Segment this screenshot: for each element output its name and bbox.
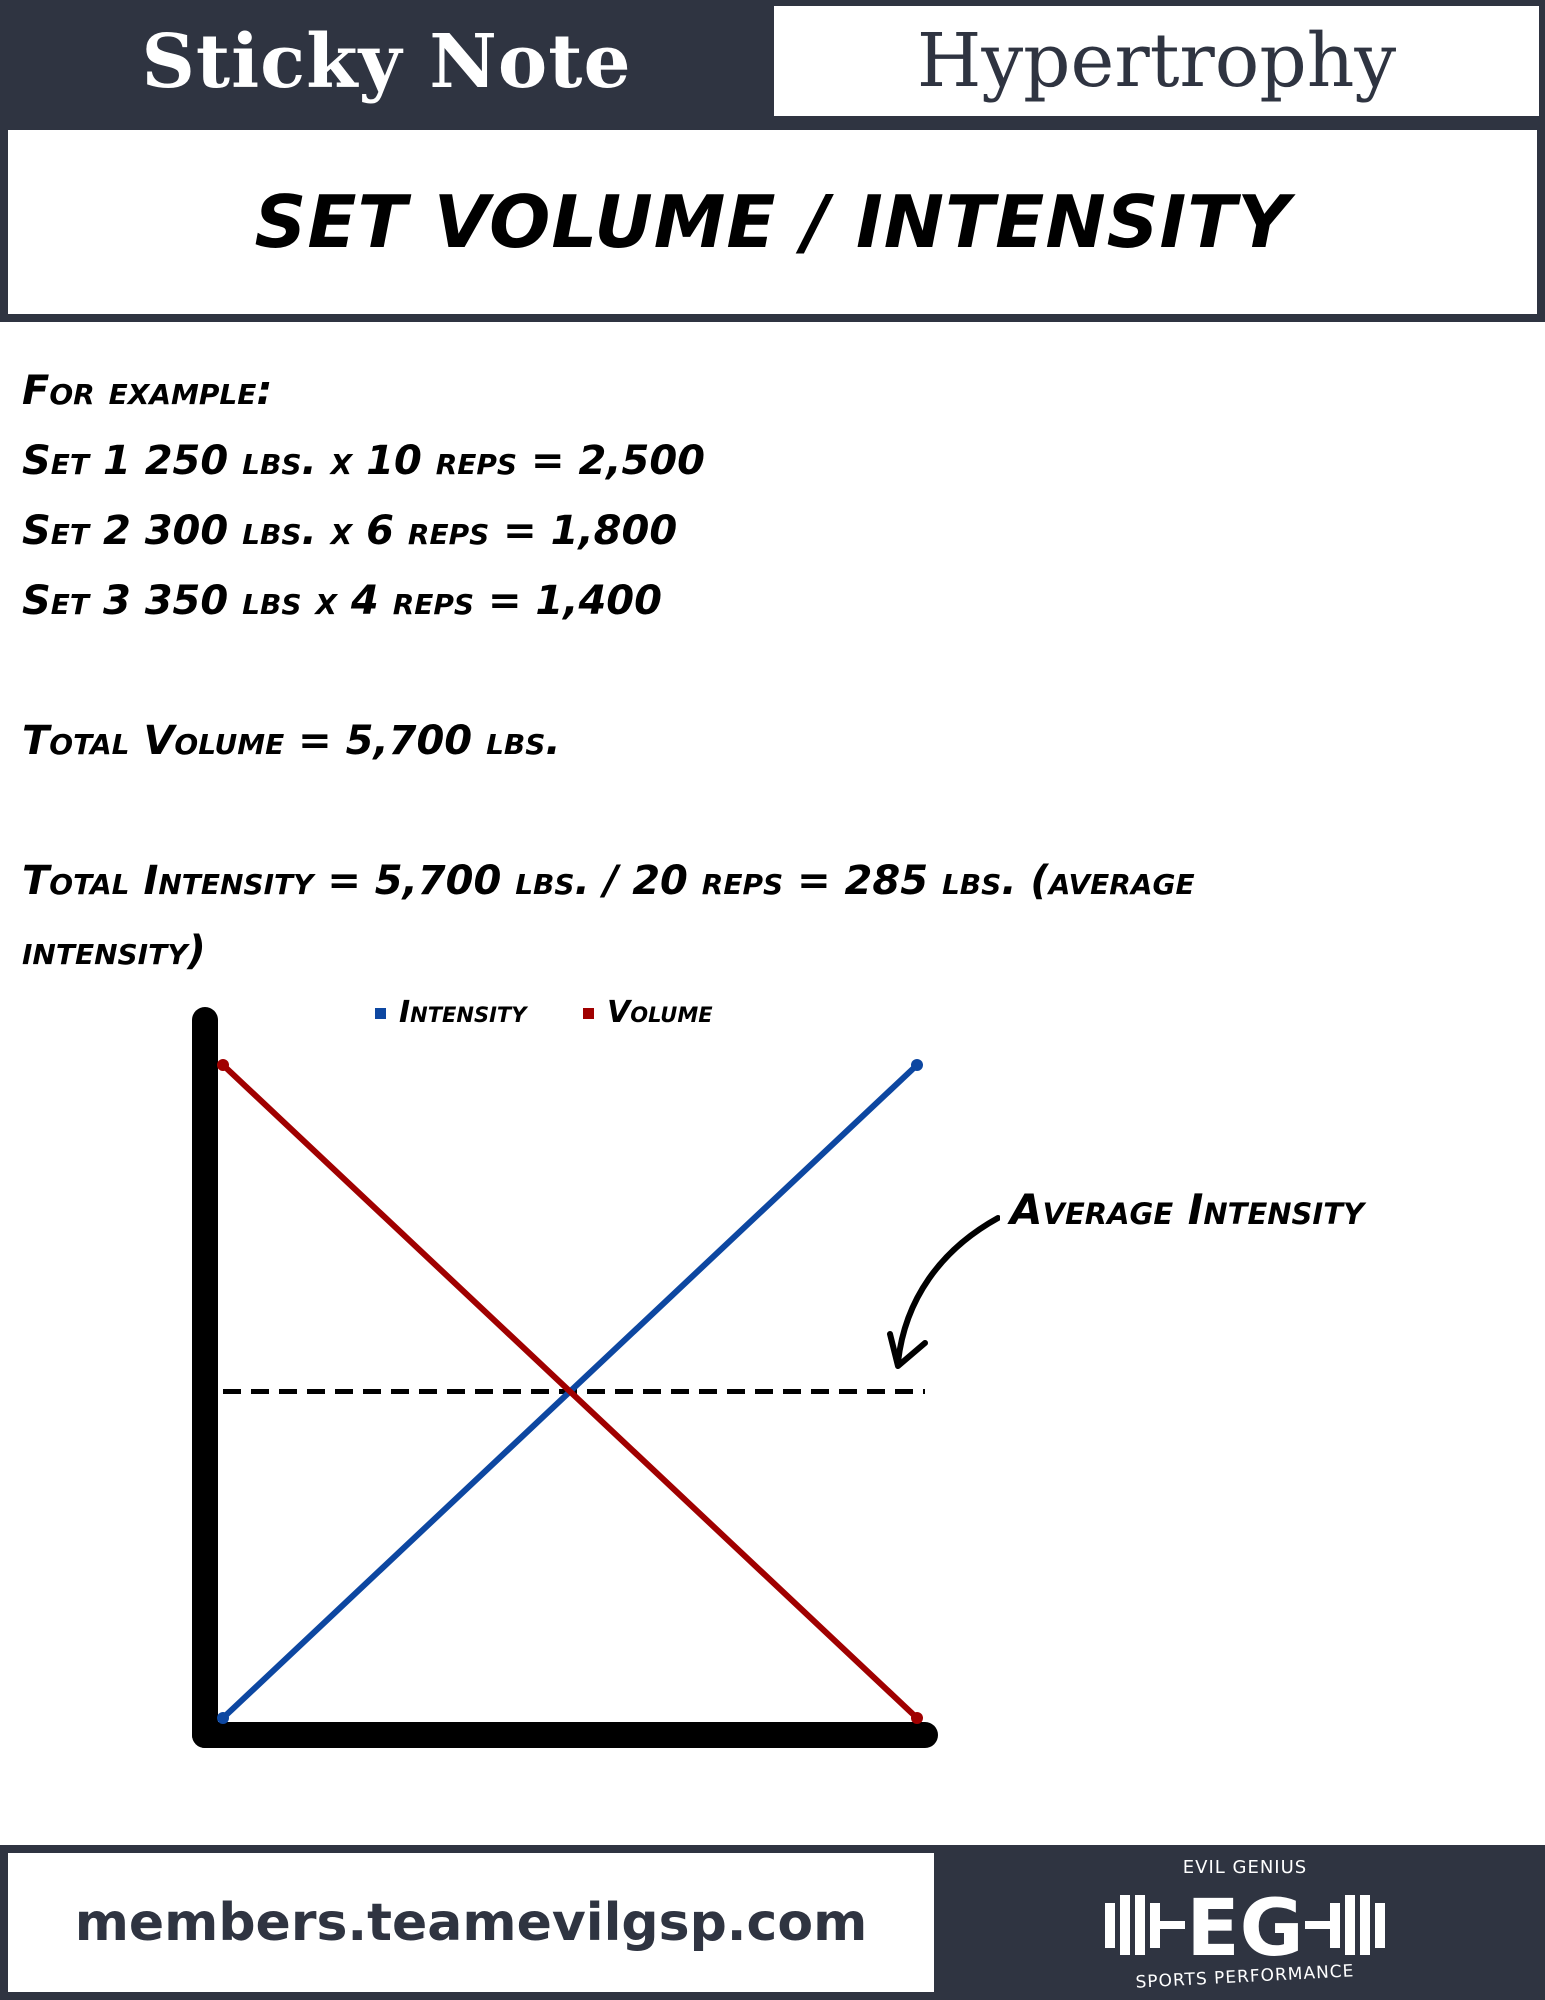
page-title: SET VOLUME / INTENSITY — [8, 130, 1537, 314]
barbell-logo-icon: EG — [1105, 1884, 1385, 1968]
average-intensity-annotation: Average Intensity — [1010, 1185, 1364, 1234]
evil-genius-logo: EVIL GENIUS EG SPORTS PERFORMANCE — [1095, 1855, 1395, 1995]
text-line-total-volume: Total Volume = 5,700 lbs. — [22, 718, 561, 764]
text-line-spacer-2 — [22, 776, 1522, 846]
volume-point-1 — [911, 1712, 923, 1724]
text-line-total-intensity-cont: intensity) — [22, 928, 206, 974]
annotation-arrow-icon — [895, 1215, 1000, 1365]
volume-point-0 — [217, 1059, 229, 1071]
text-line-set-2: Set 2 300 lbs. x 6 reps = 1,800 — [22, 508, 678, 554]
volume-intensity-chart: Intensity Volume — [192, 995, 1000, 1748]
logo-top-text: EVIL GENIUS — [1182, 1857, 1308, 1878]
text-line-total-intensity: Total Intensity = 5,700 lbs. / 20 reps =… — [22, 858, 1195, 904]
legend-label-intensity: Intensity — [399, 995, 528, 1030]
text-line-set-3: Set 3 350 lbs x 4 reps = 1,400 — [22, 578, 662, 624]
logo-mark-text: EG — [1186, 1884, 1303, 1968]
intensity-point-1 — [911, 1059, 923, 1071]
legend-label-volume: Volume — [607, 995, 713, 1030]
text-line-spacer-1 — [22, 636, 1522, 706]
text-line-set-1: Set 1 250 lbs. x 10 reps = 2,500 — [22, 438, 705, 484]
intensity-point-0 — [217, 1712, 229, 1724]
annotation-arrowhead-icon — [887, 1331, 928, 1369]
legend-swatch-volume — [583, 1008, 594, 1019]
footer-url-link[interactable]: members.teamevilgsp.com — [8, 1853, 934, 1992]
volume-series-line — [220, 1062, 920, 1721]
header-left-title: Sticky Note — [0, 0, 773, 124]
example-text: For example: Set 1 250 lbs. x 10 reps = … — [22, 356, 1522, 986]
legend-swatch-intensity — [375, 1008, 386, 1019]
text-line-intro: For example: — [22, 368, 273, 414]
header-right-title: Hypertrophy — [774, 6, 1539, 116]
